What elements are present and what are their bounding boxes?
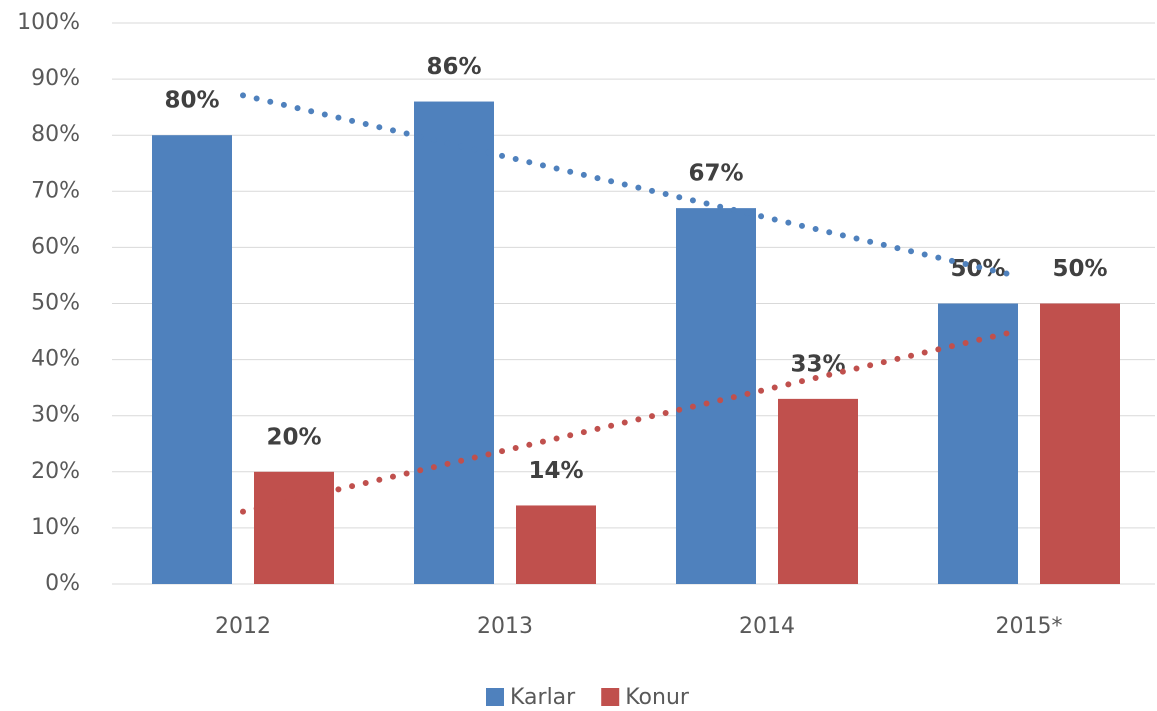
y-tick-label: 0% [45, 571, 80, 596]
bar [152, 135, 232, 584]
bar [778, 398, 858, 584]
legend-swatch [601, 688, 620, 706]
legend-label: Konur [625, 685, 690, 710]
y-tick-label: 10% [31, 515, 80, 540]
bar [676, 208, 756, 584]
y-tick-label: 20% [31, 459, 80, 484]
x-tick-label: 2015* [996, 614, 1063, 639]
y-tick-label: 100% [17, 10, 80, 35]
data-label: 86% [426, 54, 481, 80]
legend-label: Karlar [510, 685, 576, 710]
y-tick-label: 90% [31, 66, 80, 91]
data-label: 14% [528, 458, 583, 484]
bar [1040, 303, 1120, 584]
data-label: 20% [266, 424, 321, 450]
y-tick-label: 30% [31, 403, 80, 428]
data-label: 80% [164, 88, 219, 114]
x-tick-label: 2014 [739, 614, 795, 639]
bar [938, 303, 1018, 584]
y-tick-label: 40% [31, 347, 80, 372]
y-tick-label: 80% [31, 122, 80, 147]
x-tick-label: 2012 [215, 614, 271, 639]
trendline [240, 92, 1017, 279]
y-tick-label: 60% [31, 234, 80, 259]
y-tick-label: 50% [31, 291, 80, 316]
bar [414, 101, 494, 584]
data-label: 67% [688, 161, 743, 187]
trendline [240, 328, 1017, 515]
data-label: 50% [1052, 256, 1107, 282]
legend-swatch [486, 688, 504, 706]
data-label: 33% [790, 351, 845, 377]
x-tick-label: 2013 [477, 614, 533, 639]
bar [254, 471, 334, 584]
bar [516, 505, 596, 584]
y-tick-label: 70% [31, 178, 80, 203]
